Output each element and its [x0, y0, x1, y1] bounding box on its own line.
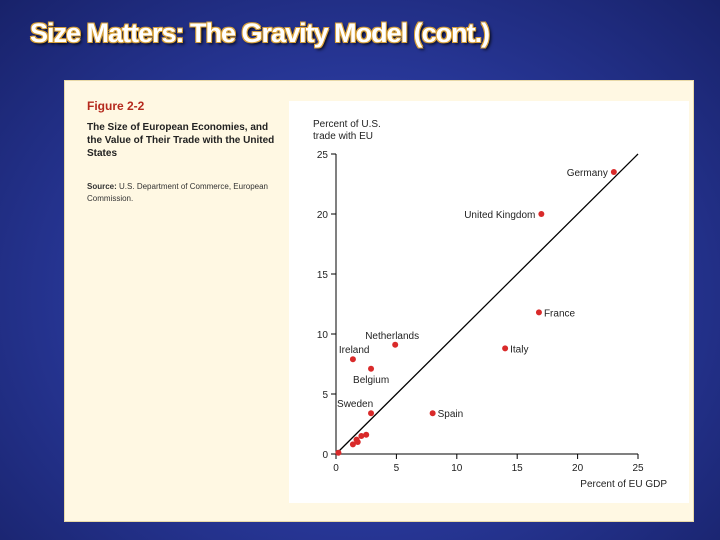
data-point-unlabeled [354, 439, 361, 445]
x-tick-label: 25 [632, 463, 644, 474]
data-point-sweden [368, 410, 375, 417]
data-points: Germany United Kingdom France Italy Netherla… [335, 168, 617, 456]
point-label-united-kingdom: United Kingdom [464, 210, 535, 221]
point-label-germany: Germany [567, 168, 608, 179]
y-tick-label: 25 [317, 150, 329, 161]
data-point-italy [502, 345, 509, 352]
x-tick-label: 0 [333, 463, 339, 474]
y-tick-label: 0 [322, 450, 328, 461]
figure-source-text: U.S. Department of Commerce, European Co… [87, 182, 268, 203]
point-label-france: France [544, 308, 576, 319]
y-axis-title-line1: Percent of U.S. [313, 119, 381, 130]
data-point-germany [610, 169, 617, 175]
data-point-spain [429, 410, 436, 417]
data-point-belgium [368, 365, 375, 372]
data-point-unlabeled [349, 441, 356, 448]
y-axis-ticks: 0 5 10 15 20 25 [317, 150, 336, 461]
data-point-unlabeled [335, 449, 342, 456]
point-label-netherlands: Netherlands [365, 331, 419, 342]
x-tick-label: 20 [572, 463, 584, 474]
x-tick-label: 15 [512, 463, 524, 474]
y-tick-label: 20 [317, 210, 329, 221]
figure-caption: The Size of European Economies, and the … [87, 122, 275, 159]
x-tick-label: 5 [394, 463, 400, 474]
y-tick-label: 15 [317, 270, 329, 281]
point-label-spain: Spain [438, 409, 464, 420]
x-tick-label: 10 [451, 463, 463, 474]
data-point-unlabeled [363, 431, 370, 438]
diagonal-reference-line [335, 153, 639, 455]
data-point-france [535, 309, 542, 316]
data-point-netherlands [392, 341, 399, 348]
plot-panel: 0 5 10 15 20 25 0 5 10 15 20 25 Germany United King… [289, 101, 689, 503]
y-axis-title-line2: trade with EU [313, 131, 373, 142]
scatter-chart: 0 5 10 15 20 25 0 5 10 15 20 25 Germany United King… [313, 119, 667, 490]
data-point-ireland [349, 356, 356, 363]
y-tick-label: 10 [317, 330, 329, 341]
data-point-united-kingdom [538, 211, 545, 217]
x-axis-title: Percent of EU GDP [580, 479, 667, 490]
point-label-belgium: Belgium [353, 375, 389, 386]
figure-source-label: Source: [87, 182, 117, 191]
figure-label: Figure 2-2 [87, 99, 145, 113]
y-tick-label: 5 [322, 390, 328, 401]
point-label-sweden: Sweden [337, 399, 373, 410]
x-axis-ticks: 0 5 10 15 20 25 [333, 454, 644, 474]
point-label-italy: Italy [510, 344, 528, 355]
figure-source: Source: U.S. Department of Commerce, Eur… [87, 181, 277, 205]
figure-panel: Figure 2-2 The Size of European Economie… [64, 80, 694, 522]
slide-title: Size Matters: The Gravity Model (cont.) [30, 18, 490, 48]
data-point-unlabeled [358, 433, 365, 439]
point-label-ireland: Ireland [339, 345, 370, 356]
